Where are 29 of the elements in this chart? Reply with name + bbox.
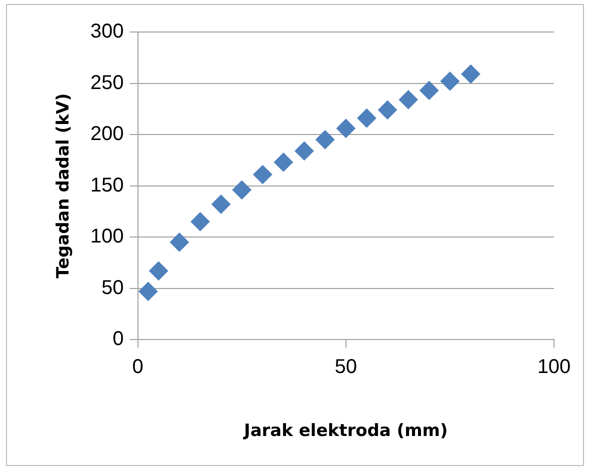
- point: [316, 130, 335, 150]
- y-tick-label: 50: [102, 276, 124, 299]
- x-tick-label: 50: [334, 356, 358, 378]
- y-tick-label: 150: [90, 174, 124, 196]
- x-axis-title: Jarak elektroda (mm): [242, 421, 448, 442]
- point: [190, 212, 210, 232]
- y-axis-title: Tegadan dadal (kV): [54, 93, 74, 278]
- point: [398, 90, 418, 110]
- point: [274, 152, 293, 172]
- point: [149, 261, 168, 280]
- y-tick-label: 100: [90, 226, 124, 248]
- y-tick-label: 200: [90, 123, 124, 146]
- point: [461, 64, 480, 84]
- x-tick-label: 100: [537, 356, 571, 378]
- point: [212, 194, 231, 214]
- point: [294, 141, 314, 160]
- x-tick-label: 0: [132, 356, 144, 378]
- point: [170, 232, 189, 252]
- point: [336, 118, 356, 138]
- y-tick-label: 250: [90, 72, 124, 94]
- point: [232, 180, 252, 200]
- y-tick-label: 0: [112, 328, 124, 350]
- point: [138, 282, 158, 301]
- point: [253, 165, 272, 184]
- point: [420, 80, 439, 100]
- point: [378, 100, 398, 120]
- y-tick-label: 300: [90, 20, 124, 43]
- point: [440, 72, 460, 91]
- point: [357, 108, 376, 128]
